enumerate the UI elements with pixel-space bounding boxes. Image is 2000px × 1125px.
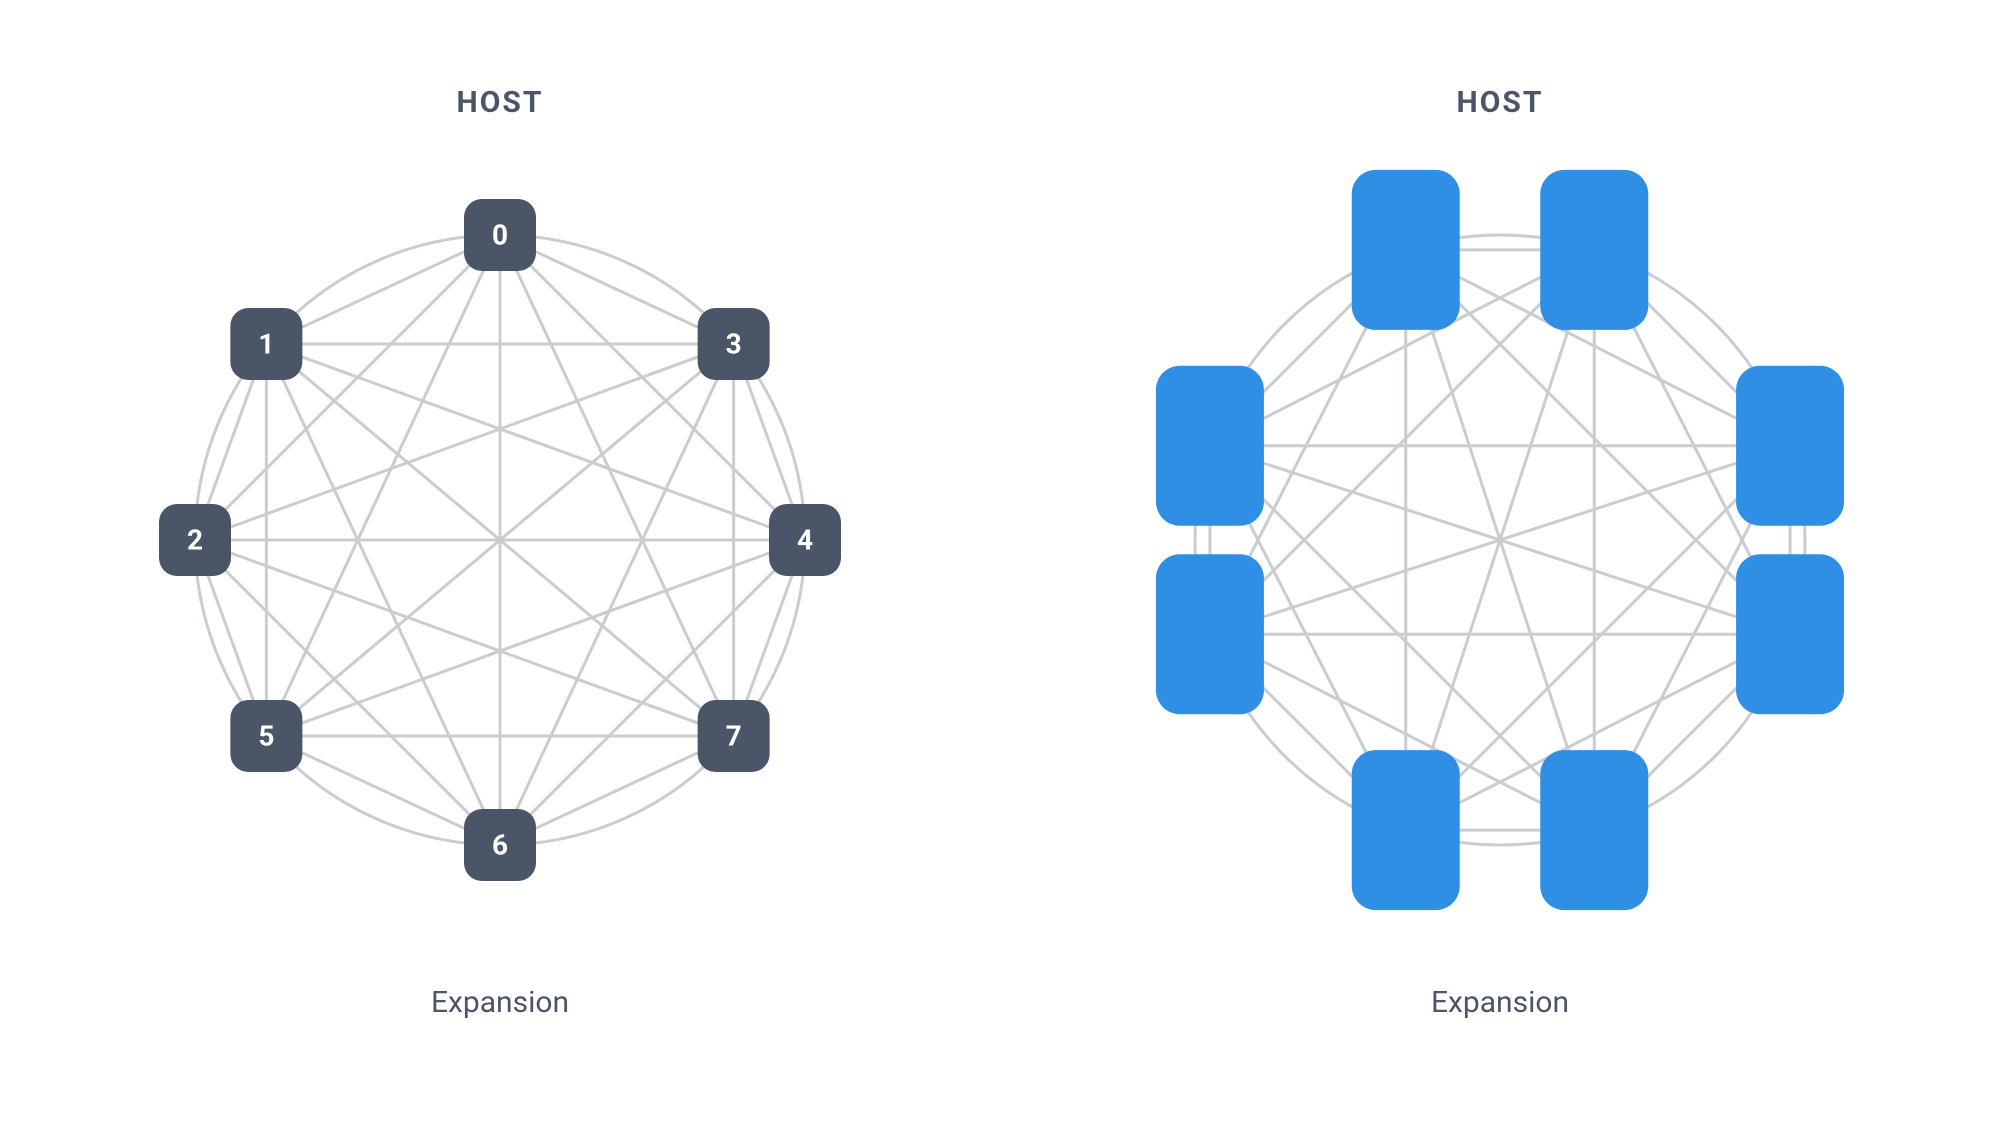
node-n0: 0: [464, 199, 536, 271]
node-rect: [1540, 750, 1648, 910]
node-n5: 5: [230, 700, 302, 772]
node-label: 2: [187, 524, 203, 557]
node-label: 4: [797, 524, 813, 557]
node-n6: 6: [464, 809, 536, 881]
node-n3: 3: [698, 308, 770, 380]
node-rect: [1736, 366, 1844, 526]
edge: [500, 540, 805, 845]
node-n1: 1: [230, 308, 302, 380]
node-rect: [1540, 170, 1648, 330]
edge: [195, 540, 500, 845]
node-rect: [1352, 750, 1460, 910]
node-r5: [1352, 750, 1460, 910]
node-r3: [1736, 554, 1844, 714]
right-panel: HOST Expansion: [1000, 0, 2000, 1125]
edge: [195, 235, 500, 540]
node-label: 6: [492, 829, 508, 862]
node-rect: [1156, 554, 1264, 714]
node-r0: [1352, 170, 1460, 330]
node-r2: [1736, 366, 1844, 526]
node-r6: [1156, 554, 1264, 714]
node-n2: 2: [159, 504, 231, 576]
page: HOST 0 3 4 7 6 5 2 1 Expansion HOST Expansion: [0, 0, 2000, 1125]
edge: [500, 235, 805, 540]
node-label: 5: [258, 720, 274, 753]
node-n4: 4: [769, 504, 841, 576]
node-label: 7: [726, 720, 742, 753]
left-panel: HOST 0 3 4 7 6 5 2 1 Expansion: [0, 0, 1000, 1125]
node-label: 3: [726, 327, 742, 360]
node-label: 1: [258, 327, 274, 360]
left-graph: 0 3 4 7 6 5 2 1: [100, 140, 900, 940]
right-caption: Expansion: [1000, 985, 2000, 1020]
node-rect: [1736, 554, 1844, 714]
node-r4: [1540, 750, 1648, 910]
node-label: 0: [492, 219, 508, 252]
node-n7: 7: [698, 700, 770, 772]
right-graph: [1100, 140, 1900, 940]
node-rect: [1352, 170, 1460, 330]
left-title: HOST: [0, 85, 1000, 120]
node-r7: [1156, 366, 1264, 526]
left-caption: Expansion: [0, 985, 1000, 1020]
node-rect: [1156, 366, 1264, 526]
node-r1: [1540, 170, 1648, 330]
right-title: HOST: [1000, 85, 2000, 120]
